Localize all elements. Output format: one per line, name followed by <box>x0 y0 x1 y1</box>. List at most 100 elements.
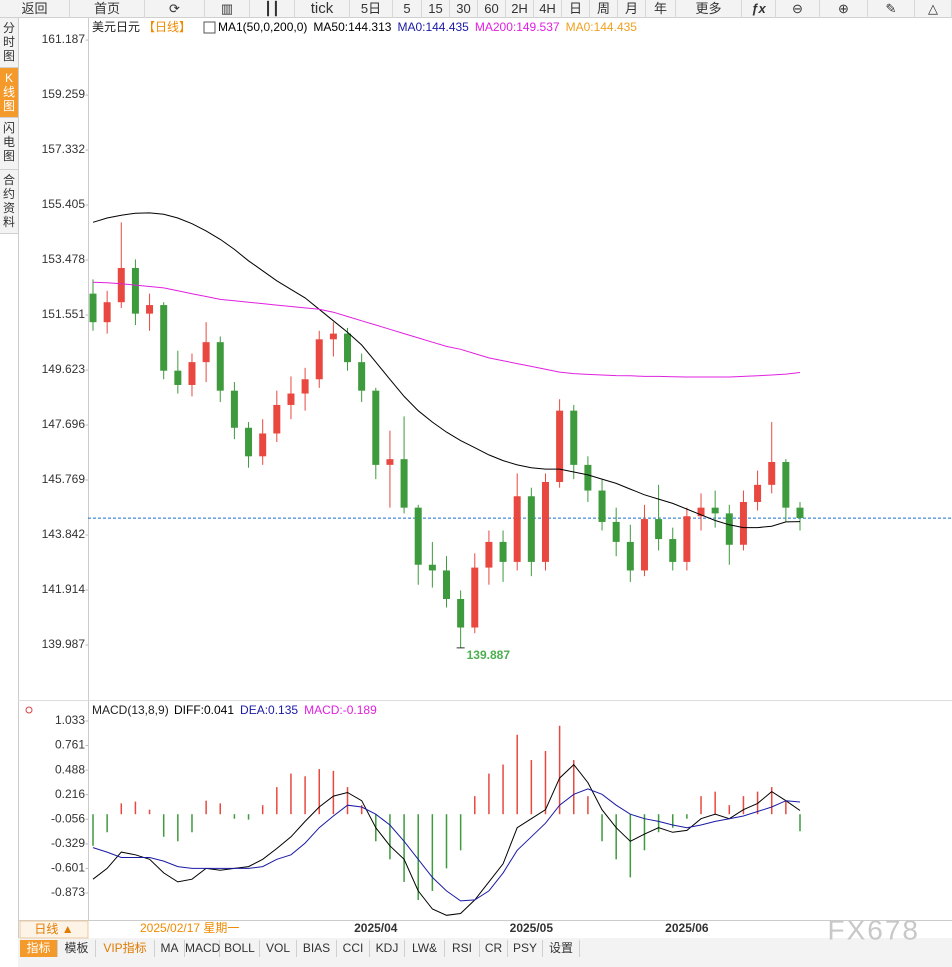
toolbar-button[interactable]: 首页 <box>70 0 145 18</box>
y-tick-label: 159.259 <box>42 87 86 101</box>
toolbar-button[interactable]: 15 <box>422 0 450 18</box>
bottom-tab[interactable]: KDJ <box>370 940 405 957</box>
bottom-tab[interactable]: CCI <box>337 940 370 957</box>
legend-icon[interactable] <box>203 21 216 34</box>
candle-body <box>626 541 634 571</box>
candle-body <box>754 484 762 502</box>
candle-body <box>612 521 620 542</box>
toolbar-button[interactable]: tick <box>295 0 350 18</box>
bottom-tab[interactable]: RSI <box>445 940 480 957</box>
candle-body <box>541 481 549 562</box>
candle-body <box>471 567 479 628</box>
bottom-tab[interactable]: MACD <box>185 940 221 957</box>
toolbar-button[interactable]: 60 <box>478 0 506 18</box>
y-tick-label: 155.405 <box>42 197 86 211</box>
toolbar-button[interactable]: 周 <box>590 0 618 18</box>
candle-body <box>372 390 380 465</box>
y-tick-label: 151.551 <box>42 307 86 321</box>
y-tick-label: 0.488 <box>55 762 85 776</box>
candle-button[interactable]: ┃┃ <box>250 0 295 18</box>
candle-body <box>796 507 804 519</box>
candle-body <box>669 539 677 562</box>
candle-body <box>414 507 422 565</box>
y-tick-label: 143.842 <box>42 527 86 541</box>
candle-body <box>358 362 366 391</box>
indicator-line <box>92 281 801 378</box>
bottom-tab[interactable]: BOLL <box>220 940 260 957</box>
bottom-tab[interactable]: CR <box>480 940 508 957</box>
candle-body <box>103 302 111 323</box>
bottom-tab[interactable]: MA <box>155 940 185 957</box>
y-tick-label: 141.914 <box>42 582 86 596</box>
zoom-out-button[interactable]: ⊖ <box>776 0 820 18</box>
candle-body <box>245 427 253 457</box>
candle-body <box>782 462 790 508</box>
refresh-button[interactable]: ⟳ <box>145 0 205 18</box>
legend-entry: MA0:144.435 <box>566 20 638 34</box>
candle-body <box>513 496 521 562</box>
toolbar-button[interactable]: 30 <box>450 0 478 18</box>
legend-entry: DEA:0.135 <box>240 703 298 717</box>
toolbar-button[interactable]: 4H <box>534 0 562 18</box>
toolbar-button[interactable]: 更多 <box>676 0 742 18</box>
candle-body <box>683 516 691 562</box>
candle-body <box>216 342 224 391</box>
chart-type-button[interactable]: ▥ <box>205 0 250 18</box>
toolbar-button[interactable]: 月 <box>618 0 646 18</box>
candle-body <box>146 305 154 314</box>
collapse-button[interactable]: △ <box>915 0 952 18</box>
y-tick-label: 149.623 <box>42 362 86 376</box>
bottom-tab[interactable]: 指标 <box>20 940 58 957</box>
bottom-tab[interactable]: VIP指标 <box>96 940 155 957</box>
toolbar-button[interactable]: 返回 <box>0 0 70 18</box>
candle-body <box>499 541 507 562</box>
candle-body <box>188 362 196 385</box>
candle-body <box>174 370 182 385</box>
legend-entry: MA50:144.313 <box>313 20 391 34</box>
candle-body <box>202 342 210 363</box>
toolbar-button[interactable]: 日 <box>562 0 590 18</box>
zoom-in-button[interactable]: ⊕ <box>820 0 868 18</box>
candle-body <box>640 519 648 571</box>
toolbar-button[interactable]: 年 <box>646 0 676 18</box>
bottom-tab[interactable]: VOL <box>260 940 297 957</box>
settings-icon[interactable] <box>25 706 33 714</box>
toolbar-button[interactable]: 2H <box>506 0 534 18</box>
side-tab[interactable]: 合约资料 <box>0 170 18 234</box>
candle-body <box>131 267 139 314</box>
candle-body <box>768 462 776 485</box>
legend-entry: MA0:144.435 <box>397 20 469 34</box>
candle-body <box>89 293 97 323</box>
candle-body <box>117 267 125 303</box>
candle-body <box>230 390 238 428</box>
bottom-tab[interactable]: 模板 <box>58 940 96 957</box>
chart-title: 美元日元 <box>92 20 140 34</box>
legend-entry: MACD:-0.189 <box>304 703 377 717</box>
side-tab[interactable]: K线图 <box>0 68 18 118</box>
candle-body <box>160 305 168 371</box>
candle-body <box>725 513 733 545</box>
toolbar-button[interactable]: 5 <box>393 0 422 18</box>
candle-body <box>457 598 465 628</box>
bottom-tab[interactable]: BIAS <box>297 940 337 957</box>
legend-entry: DIFF:0.041 <box>174 703 234 717</box>
period-button[interactable]: 日线 ▲ <box>34 922 73 936</box>
bottom-tab[interactable]: LW& <box>405 940 445 957</box>
cursor-date: 2025/02/17 星期一 <box>140 921 239 935</box>
period-button-bg[interactable] <box>19 920 89 939</box>
y-tick-label: 147.696 <box>42 417 86 431</box>
y-tick-label: 1.033 <box>55 713 85 727</box>
side-tab[interactable]: 分时图 <box>0 18 18 68</box>
side-tab[interactable]: 闪电图 <box>0 118 18 170</box>
draw-button[interactable]: ✎ <box>868 0 915 18</box>
toolbar-button[interactable]: 5日 <box>350 0 393 18</box>
indicator-line <box>92 788 801 902</box>
formula-button[interactable]: ƒx <box>742 0 776 18</box>
y-tick-label: 153.478 <box>42 252 86 266</box>
candle-body <box>400 459 408 508</box>
x-tick-label: 2025/05 <box>510 921 554 935</box>
legend-entry: MA200:149.537 <box>475 20 560 34</box>
y-tick-label: 139.987 <box>42 637 86 651</box>
bottom-tab[interactable]: PSY <box>508 940 543 957</box>
bottom-tab[interactable]: 设置 <box>543 940 580 957</box>
